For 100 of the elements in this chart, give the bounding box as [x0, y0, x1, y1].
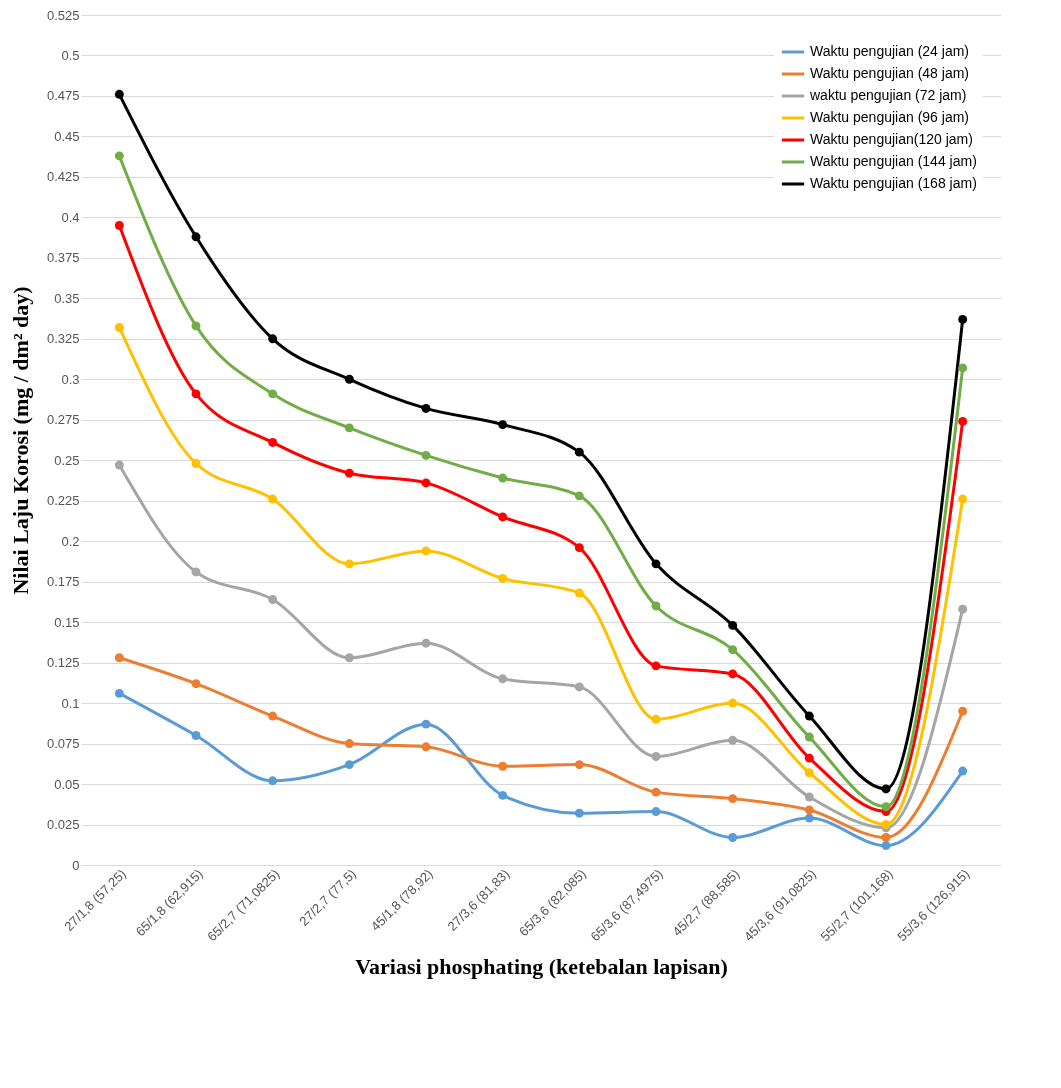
point — [268, 389, 278, 399]
y-tick-label: 0.15 — [54, 614, 80, 630]
point — [268, 437, 278, 447]
point — [958, 363, 968, 373]
point — [344, 739, 354, 749]
point — [728, 794, 738, 804]
point — [191, 567, 201, 577]
point — [881, 833, 891, 842]
y-tick-label: 0.175 — [46, 574, 80, 590]
y-tick-label: 0.425 — [46, 169, 80, 185]
point — [344, 374, 354, 384]
y-tick-label: 0.475 — [46, 88, 80, 104]
point — [958, 416, 968, 426]
point — [114, 89, 124, 99]
point — [574, 682, 584, 692]
y-tick-label: 0.075 — [46, 736, 80, 752]
point — [498, 790, 508, 800]
y-tick-label: 0.2 — [61, 533, 80, 549]
point — [728, 833, 738, 842]
point — [804, 753, 814, 763]
point — [804, 732, 814, 742]
point — [344, 653, 354, 663]
point — [498, 512, 508, 522]
y-tick-label: 0.5 — [61, 47, 80, 63]
point — [804, 711, 814, 721]
point — [344, 760, 354, 770]
point — [804, 813, 814, 823]
x-axis-title: Variasi phosphating (ketebalan lapisan) — [355, 953, 728, 979]
legend-label: Waktu pengujian (24 jam) — [810, 43, 970, 59]
point — [268, 776, 278, 786]
point — [344, 423, 354, 433]
point — [191, 389, 201, 399]
point — [804, 805, 814, 815]
point — [191, 232, 201, 242]
point — [728, 669, 738, 679]
point — [191, 459, 201, 468]
point — [881, 820, 891, 829]
y-tick-label: 0.45 — [54, 128, 80, 144]
point — [958, 314, 968, 324]
point — [958, 604, 968, 614]
point — [574, 447, 584, 457]
point — [421, 719, 431, 729]
legend-label: waktu pengujian (72 jam) — [809, 87, 967, 103]
legend-label: Waktu pengujian (144 jam) — [810, 153, 977, 169]
point — [498, 473, 508, 483]
y-tick-label: 0.4 — [61, 209, 80, 225]
point — [421, 638, 431, 648]
point — [958, 494, 968, 504]
point — [421, 546, 431, 556]
point — [804, 768, 814, 778]
point — [498, 420, 508, 430]
point — [268, 711, 278, 721]
point — [191, 679, 201, 689]
point — [574, 760, 584, 770]
point — [958, 706, 968, 716]
point — [881, 784, 891, 794]
point — [574, 491, 584, 501]
point — [804, 792, 814, 802]
point — [114, 221, 124, 230]
point — [498, 573, 508, 583]
point — [114, 323, 124, 332]
y-tick-label: 0.275 — [46, 412, 80, 428]
point — [651, 807, 661, 817]
legend-label: Waktu pengujian (96 jam) — [810, 109, 970, 125]
y-tick-label: 0.225 — [46, 493, 80, 509]
point — [574, 543, 584, 553]
point — [728, 698, 738, 708]
point — [651, 752, 661, 761]
point — [268, 494, 278, 504]
y-tick-label: 0 — [72, 857, 80, 873]
point — [114, 653, 124, 663]
legend-label: Waktu pengujian (168 jam) — [810, 175, 977, 191]
point — [651, 787, 661, 797]
y-tick-label: 0.35 — [54, 290, 80, 306]
y-tick-label: 0.025 — [46, 817, 80, 833]
point — [421, 478, 431, 488]
y-tick-label: 0.3 — [61, 371, 80, 387]
y-tick-label: 0.375 — [46, 250, 80, 266]
y-tick-label: 0.05 — [54, 776, 80, 792]
y-tick-label: 0.525 — [46, 7, 80, 23]
y-tick-label: 0.325 — [46, 331, 80, 347]
point — [268, 595, 278, 604]
point — [574, 808, 584, 818]
point — [728, 645, 738, 655]
point — [268, 334, 278, 344]
point — [191, 731, 201, 740]
point — [958, 766, 968, 776]
point — [114, 460, 124, 470]
point — [651, 714, 661, 724]
point — [651, 601, 661, 611]
point — [421, 403, 431, 413]
point — [881, 802, 891, 812]
point — [498, 761, 508, 771]
point — [651, 559, 661, 569]
y-tick-label: 0.25 — [54, 452, 80, 468]
point — [421, 742, 431, 752]
point — [344, 468, 354, 478]
point — [344, 559, 354, 569]
point — [728, 735, 738, 745]
legend-label: Waktu pengujian (48 jam) — [810, 65, 970, 81]
